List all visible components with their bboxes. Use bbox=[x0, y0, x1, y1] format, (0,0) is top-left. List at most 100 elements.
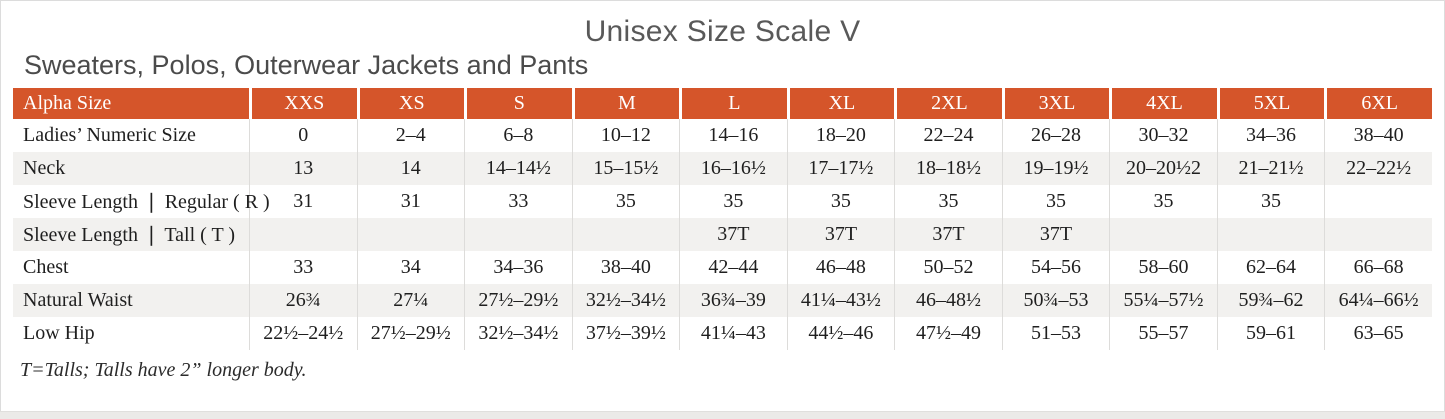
row-label: Neck bbox=[23, 157, 66, 179]
size-cell: 22½–24½ bbox=[249, 317, 357, 350]
page-title: Unisex Size Scale V bbox=[584, 15, 861, 48]
size-table-body: Ladies’ Numeric Size 0 2–4 6–8 10–12 14–16 18–… bbox=[13, 119, 1432, 350]
size-cell bbox=[1324, 185, 1432, 218]
table-row-sleeve-length-tall-t: Sleeve Length ❘ Tall ( T ) 37T 37T 37T 37T bbox=[13, 218, 1432, 251]
size-cell: 35 bbox=[571, 185, 680, 218]
size-cell: 32½–34½ bbox=[464, 317, 572, 350]
table-row-natural-waist: Natural Waist 26¾ 27¼ 27½–29½ 32½–34½ 36¾–39 4… bbox=[13, 284, 1432, 317]
column-header-3xl: 3XL bbox=[1001, 88, 1110, 119]
row-label: Sleeve Length ❘ Regular ( R ) bbox=[23, 191, 270, 213]
size-cell: 54–56 bbox=[1001, 251, 1110, 284]
size-cell: 55–57 bbox=[1109, 317, 1217, 350]
size-cell: 38–40 bbox=[571, 251, 680, 284]
size-cell: 21–21½ bbox=[1216, 152, 1325, 185]
size-cell: 35 bbox=[679, 185, 787, 218]
size-cell: 55¼–57½ bbox=[1109, 284, 1217, 317]
size-cell: 51–53 bbox=[1001, 317, 1110, 350]
size-cell: 18–20 bbox=[786, 119, 895, 152]
row-label: Low Hip bbox=[23, 322, 95, 344]
size-cell: 50¾–53 bbox=[1001, 284, 1110, 317]
size-cell: 59–61 bbox=[1216, 317, 1325, 350]
size-cell: 27¼ bbox=[356, 284, 465, 317]
column-header-alpha-size: Alpha Size bbox=[13, 88, 249, 119]
table-row-ladies-numeric-size: Ladies’ Numeric Size 0 2–4 6–8 10–12 14–16 18–… bbox=[13, 119, 1432, 152]
size-cell: 31 bbox=[356, 185, 465, 218]
size-cell: 58–60 bbox=[1109, 251, 1217, 284]
size-cell: 34 bbox=[356, 251, 465, 284]
size-cell: 33 bbox=[464, 185, 572, 218]
footnote: T=Talls; Talls have 2” longer body. bbox=[20, 359, 307, 381]
size-cell: 35 bbox=[1216, 185, 1325, 218]
size-cell bbox=[356, 218, 465, 251]
size-cell: 36¾–39 bbox=[679, 284, 787, 317]
size-cell bbox=[1109, 218, 1217, 251]
size-cell: 2–4 bbox=[356, 119, 465, 152]
row-label: Natural Waist bbox=[23, 289, 133, 311]
column-header-s: S bbox=[464, 88, 572, 119]
size-cell: 35 bbox=[1001, 185, 1110, 218]
size-cell: 50–52 bbox=[894, 251, 1002, 284]
row-label: Chest bbox=[23, 256, 69, 278]
size-cell: 18–18½ bbox=[894, 152, 1002, 185]
size-cell: 14–16 bbox=[679, 119, 787, 152]
size-cell bbox=[1324, 218, 1432, 251]
column-header-5xl: 5XL bbox=[1216, 88, 1325, 119]
size-cell: 27½–29½ bbox=[464, 284, 572, 317]
size-cell: 27½–29½ bbox=[356, 317, 465, 350]
size-cell: 19–19½ bbox=[1001, 152, 1110, 185]
column-header-xs: XS bbox=[356, 88, 465, 119]
size-cell: 10–12 bbox=[571, 119, 680, 152]
size-cell: 59¾–62 bbox=[1216, 284, 1325, 317]
column-header-xxs: XXS bbox=[249, 88, 357, 119]
size-cell: 41¼–43 bbox=[679, 317, 787, 350]
size-cell: 37T bbox=[1001, 218, 1110, 251]
column-header-l: L bbox=[679, 88, 787, 119]
size-cell bbox=[464, 218, 572, 251]
size-cell bbox=[1216, 218, 1325, 251]
size-cell: 0 bbox=[249, 119, 357, 152]
size-cell: 37½–39½ bbox=[571, 317, 680, 350]
size-cell: 46–48½ bbox=[894, 284, 1002, 317]
page-bottom-edge bbox=[0, 411, 1445, 419]
size-table: Alpha Size XXS XS S M L XL 2XL 3XL 4XL 5XL 6XL Ladi… bbox=[13, 88, 1432, 350]
size-cell: 46–48 bbox=[786, 251, 895, 284]
size-cell: 64¼–66½ bbox=[1324, 284, 1432, 317]
size-cell bbox=[571, 218, 680, 251]
size-cell: 26–28 bbox=[1001, 119, 1110, 152]
size-cell: 35 bbox=[1109, 185, 1217, 218]
size-cell: 44½–46 bbox=[786, 317, 895, 350]
size-cell: 26¾ bbox=[249, 284, 357, 317]
column-header-m: M bbox=[571, 88, 680, 119]
table-row-sleeve-length-regular-r: Sleeve Length ❘ Regular ( R ) 31 31 33 35 35 3… bbox=[13, 185, 1432, 218]
size-cell: 30–32 bbox=[1109, 119, 1217, 152]
table-row-low-hip: Low Hip 22½–24½ 27½–29½ 32½–34½ 37½–39½ 41¼–4… bbox=[13, 317, 1432, 350]
row-label: Ladies’ Numeric Size bbox=[23, 124, 196, 146]
size-cell bbox=[249, 218, 357, 251]
size-cell: 34–36 bbox=[1216, 119, 1325, 152]
size-cell: 32½–34½ bbox=[571, 284, 680, 317]
column-header-xl: XL bbox=[786, 88, 895, 119]
size-cell: 14 bbox=[356, 152, 465, 185]
size-cell: 63–65 bbox=[1324, 317, 1432, 350]
size-cell: 42–44 bbox=[679, 251, 787, 284]
table-header-row: Alpha Size XXS XS S M L XL 2XL 3XL 4XL 5XL 6XL bbox=[13, 88, 1432, 119]
table-row-neck: Neck 13 14 14–14½ 15–15½ 16–16½ 17–17½ 18–18½ 19… bbox=[13, 152, 1432, 185]
size-cell: 14–14½ bbox=[464, 152, 572, 185]
size-cell: 37T bbox=[894, 218, 1002, 251]
size-cell: 6–8 bbox=[464, 119, 572, 152]
size-cell: 34–36 bbox=[464, 251, 572, 284]
size-cell: 66–68 bbox=[1324, 251, 1432, 284]
size-cell: 22–24 bbox=[894, 119, 1002, 152]
size-cell: 20–20½2 bbox=[1109, 152, 1217, 185]
page-subtitle: Sweaters, Polos, Outerwear Jackets and P… bbox=[24, 50, 589, 80]
size-cell: 47½–49 bbox=[894, 317, 1002, 350]
size-cell: 35 bbox=[894, 185, 1002, 218]
size-cell: 31 bbox=[249, 185, 357, 218]
size-cell: 37T bbox=[679, 218, 787, 251]
size-cell: 41¼–43½ bbox=[786, 284, 895, 317]
column-header-2xl: 2XL bbox=[894, 88, 1002, 119]
size-cell: 33 bbox=[249, 251, 357, 284]
size-cell: 17–17½ bbox=[786, 152, 895, 185]
size-cell: 37T bbox=[786, 218, 895, 251]
column-header-6xl: 6XL bbox=[1324, 88, 1432, 119]
